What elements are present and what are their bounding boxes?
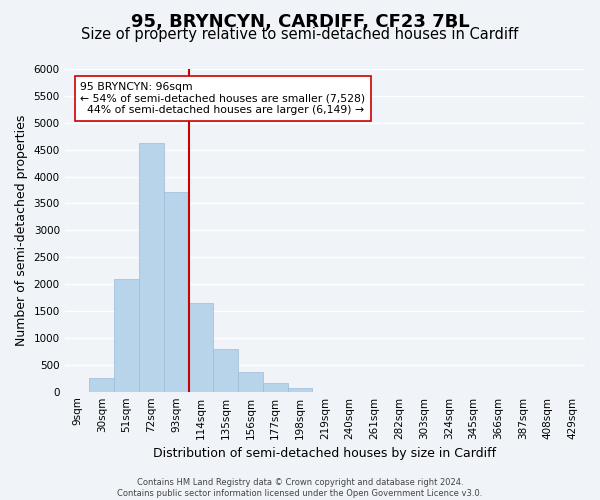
Text: 95, BRYNCYN, CARDIFF, CF23 7BL: 95, BRYNCYN, CARDIFF, CF23 7BL [131, 12, 469, 30]
Text: 95 BRYNCYN: 96sqm
← 54% of semi-detached houses are smaller (7,528)
  44% of sem: 95 BRYNCYN: 96sqm ← 54% of semi-detached… [80, 82, 365, 115]
Bar [139, 143, 164, 392]
Bar [89, 378, 114, 392]
Text: Size of property relative to semi-detached houses in Cardiff: Size of property relative to semi-detach… [82, 28, 518, 42]
Y-axis label: Number of semi-detached properties: Number of semi-detached properties [15, 114, 28, 346]
Bar [263, 382, 287, 392]
X-axis label: Distribution of semi-detached houses by size in Cardiff: Distribution of semi-detached houses by … [153, 447, 496, 460]
Bar [214, 349, 238, 392]
Bar [238, 372, 263, 392]
Bar [164, 192, 188, 392]
Bar [114, 278, 139, 392]
Text: Contains HM Land Registry data © Crown copyright and database right 2024.
Contai: Contains HM Land Registry data © Crown c… [118, 478, 482, 498]
Bar [287, 388, 313, 392]
Bar [188, 303, 214, 392]
